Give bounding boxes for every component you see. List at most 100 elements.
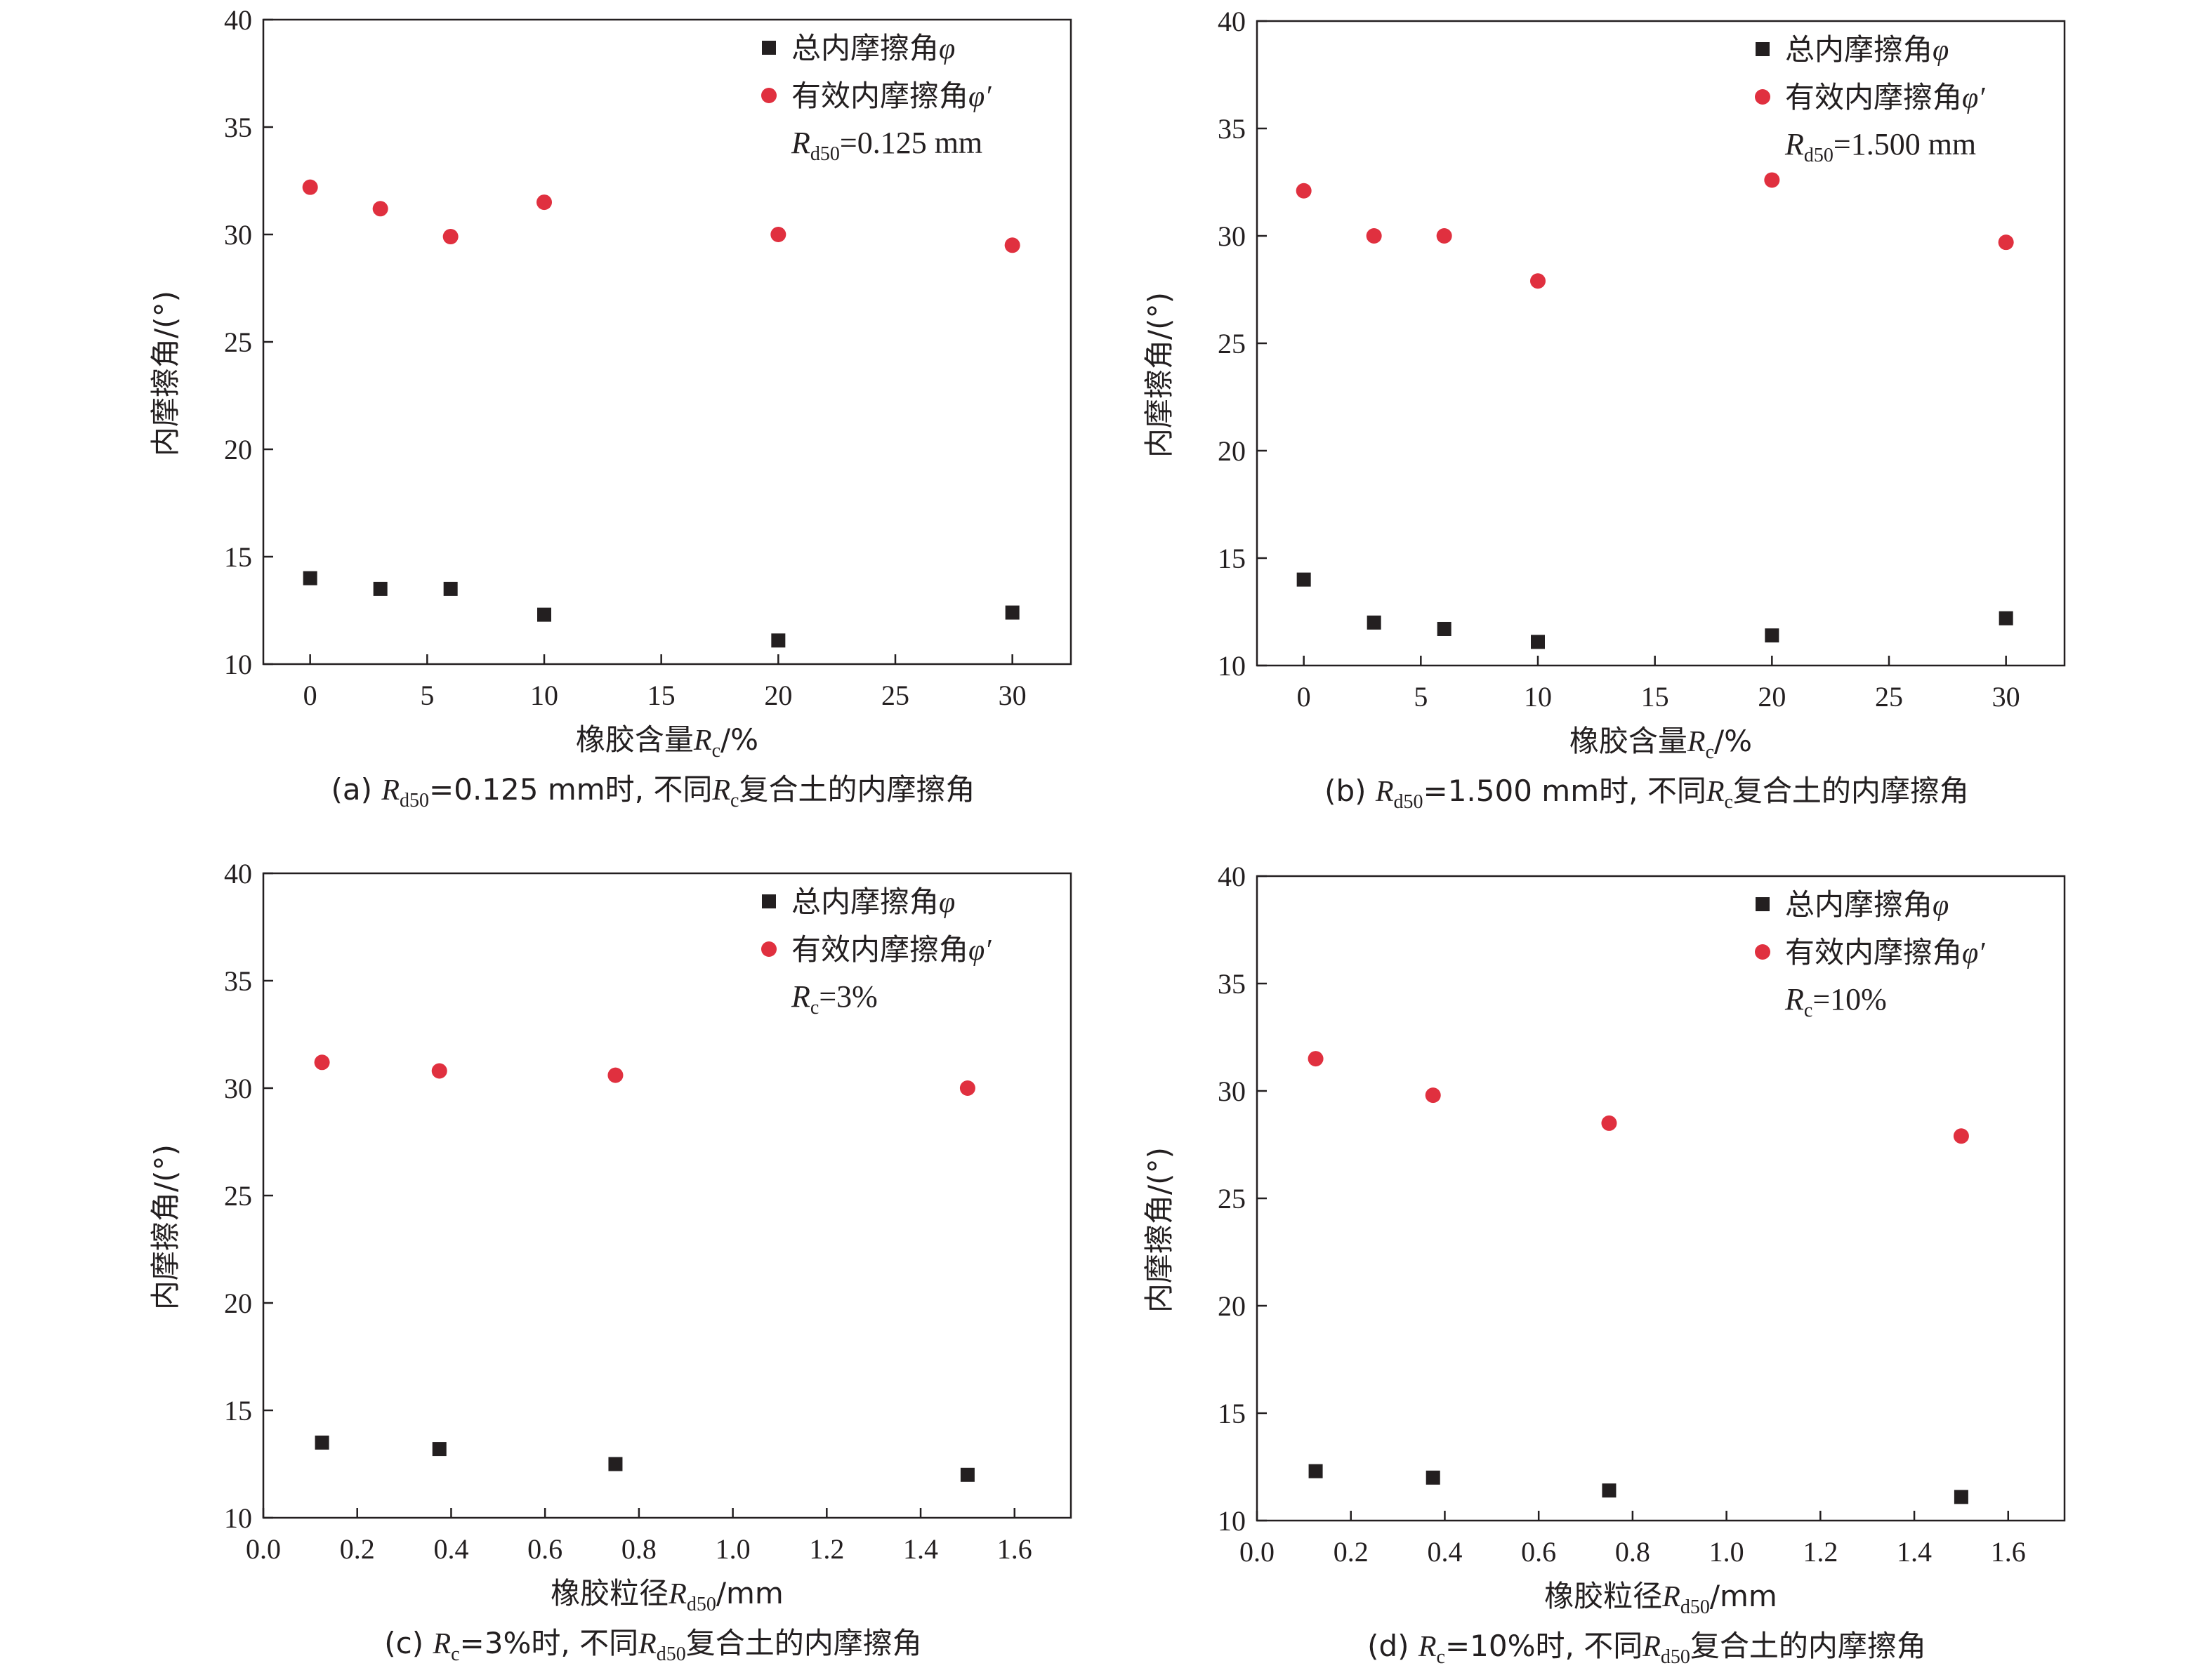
legend-circle-marker	[761, 88, 777, 103]
chart-panel-b: 10 15 20 25 30 35 40 0 5 10 15 20 25 30 内摩擦角/(°) 橡胶含量Rc…	[1142, 6, 2066, 813]
x-tick-label: 10	[530, 680, 558, 711]
y-tick-label: 15	[1218, 543, 1246, 574]
x-tick-label: 0.0	[246, 1533, 281, 1565]
x-tick-label: 0.8	[1615, 1536, 1650, 1568]
x-axis-label: 橡胶含量Rc/%	[1569, 724, 1752, 763]
point-effective-friction-angle	[1366, 228, 1382, 244]
point-total-friction-angle	[608, 1457, 623, 1471]
point-effective-friction-angle	[1953, 1128, 1969, 1144]
point-effective-friction-angle	[770, 227, 786, 242]
legend-square-marker	[1756, 42, 1770, 56]
legend: 总内摩擦角φ 有效内摩擦角φ′ Rc=10%	[1755, 887, 1985, 1021]
x-tick-label: 0.6	[527, 1533, 562, 1565]
y-tick-label: 25	[224, 1180, 252, 1212]
legend: 总内摩擦角φ 有效内摩擦角φ′ Rd50=1.500 mm	[1755, 32, 1985, 166]
point-total-friction-angle	[1954, 1490, 1968, 1504]
panel-caption: (d) Rc=10%时, 不同Rd50复合土的内摩擦角	[1367, 1629, 1926, 1668]
legend-square-marker	[1756, 897, 1770, 911]
y-tick-label: 10	[224, 1502, 252, 1534]
x-tick-label: 15	[1641, 681, 1669, 713]
y-tick-label: 35	[224, 112, 252, 143]
point-effective-friction-angle	[314, 1054, 330, 1071]
y-tick-label: 35	[1218, 968, 1246, 1000]
x-tick-label: 15	[647, 680, 676, 711]
y-tick-label: 40	[1218, 861, 1246, 892]
y-tick-label: 10	[1218, 650, 1246, 682]
y-tick-label: 20	[224, 434, 252, 465]
x-tick-label: 0.2	[1334, 1536, 1369, 1568]
y-tick-label: 15	[224, 1395, 252, 1427]
legend-label-total: 总内摩擦角φ	[1785, 32, 1949, 67]
point-effective-friction-angle	[1530, 273, 1546, 289]
x-tick-label: 1.0	[1709, 1536, 1744, 1568]
chart-panel-a: 10 15 20 25 30 35 40 0 5 10 15 20 25 30 内摩擦角/(°) 橡胶含量Rc…	[148, 4, 1072, 812]
y-tick-label: 20	[1218, 435, 1246, 467]
point-effective-friction-angle	[1296, 183, 1312, 199]
x-tick-label: 0.4	[433, 1533, 468, 1565]
legend-label-total: 总内摩擦角φ	[791, 885, 955, 919]
chart-panel-c: 10 15 20 25 30 35 40 0.0 0.2 0.4 0.6 0.8 1.0 1.2 1.4 1.…	[148, 858, 1072, 1665]
legend-parameter: Rc=3%	[791, 979, 878, 1019]
point-effective-friction-angle	[1436, 228, 1452, 244]
x-tick-label: 1.6	[1991, 1536, 2026, 1568]
point-effective-friction-angle	[1601, 1115, 1617, 1131]
y-tick-label: 40	[224, 858, 252, 889]
legend-label-effective: 有效内摩擦角φ′	[791, 932, 992, 967]
y-tick-label: 25	[1218, 1183, 1246, 1214]
x-tick-label: 25	[881, 680, 909, 711]
point-total-friction-angle	[373, 581, 388, 596]
point-total-friction-angle	[1531, 635, 1545, 649]
legend-label-total: 总内摩擦角φ	[791, 31, 955, 65]
point-effective-friction-angle	[431, 1063, 447, 1079]
panel-caption: (a) Rd50=0.125 mm时, 不同Rc复合土的内摩擦角	[331, 772, 975, 812]
plot-frame	[262, 18, 1072, 666]
x-tick-label: 30	[999, 680, 1027, 711]
legend: 总内摩擦角φ 有效内摩擦角φ′ Rd50=0.125 mm	[761, 31, 992, 165]
point-total-friction-angle	[432, 1442, 447, 1457]
y-tick-label: 20	[1218, 1290, 1246, 1322]
legend-label-effective: 有效内摩擦角φ′	[791, 79, 992, 113]
x-tick-label: 20	[1758, 681, 1786, 713]
x-tick-label: 0.6	[1521, 1536, 1556, 1568]
y-tick-label: 15	[1218, 1398, 1246, 1429]
point-total-friction-angle	[1426, 1470, 1440, 1485]
point-total-friction-angle	[315, 1435, 329, 1450]
y-axis-label: 内摩擦角/(°)	[1142, 1147, 1176, 1313]
point-effective-friction-angle	[536, 194, 552, 211]
x-tick-label: 0	[1297, 681, 1311, 713]
point-effective-friction-angle	[1308, 1051, 1324, 1067]
x-tick-label: 30	[1992, 681, 2020, 713]
point-effective-friction-angle	[442, 229, 459, 245]
y-axis-label: 内摩擦角/(°)	[148, 291, 183, 456]
legend-label-effective: 有效内摩擦角φ′	[1785, 80, 1985, 114]
point-total-friction-angle	[1437, 621, 1451, 636]
x-tick-label: 5	[420, 680, 434, 711]
point-total-friction-angle	[1765, 628, 1779, 643]
point-total-friction-angle	[1005, 605, 1020, 620]
legend-label-total: 总内摩擦角φ	[1785, 887, 1949, 922]
y-tick-label: 40	[1218, 6, 1246, 37]
point-effective-friction-angle	[372, 201, 388, 217]
x-tick-label: 0.4	[1427, 1536, 1462, 1568]
x-tick-label: 1.4	[903, 1533, 938, 1565]
y-axis-label: 内摩擦角/(°)	[148, 1144, 183, 1310]
y-tick-label: 25	[1218, 328, 1246, 359]
point-total-friction-angle	[960, 1467, 975, 1482]
legend-label-effective: 有效内摩擦角φ′	[1785, 935, 1985, 969]
x-tick-label: 0	[303, 680, 317, 711]
x-tick-label: 0.8	[621, 1533, 657, 1565]
legend: 总内摩擦角φ 有效内摩擦角φ′ Rc=3%	[761, 885, 992, 1019]
x-axis-label: 橡胶粒径Rd50/mm	[551, 1576, 784, 1615]
y-tick-label: 30	[1218, 1075, 1246, 1107]
point-effective-friction-angle	[1425, 1087, 1441, 1104]
x-tick-label: 25	[1875, 681, 1903, 713]
point-total-friction-angle	[1367, 615, 1381, 630]
x-tick-label: 0.0	[1239, 1536, 1275, 1568]
point-total-friction-angle	[1602, 1483, 1617, 1498]
point-total-friction-angle	[771, 633, 786, 648]
legend-parameter: Rd50=1.500 mm	[1784, 127, 1976, 166]
y-axis-label: 内摩擦角/(°)	[1142, 292, 1176, 458]
x-tick-label: 20	[764, 680, 792, 711]
x-axis-label: 橡胶含量Rc/%	[576, 722, 758, 762]
y-tick-label: 10	[224, 649, 252, 680]
